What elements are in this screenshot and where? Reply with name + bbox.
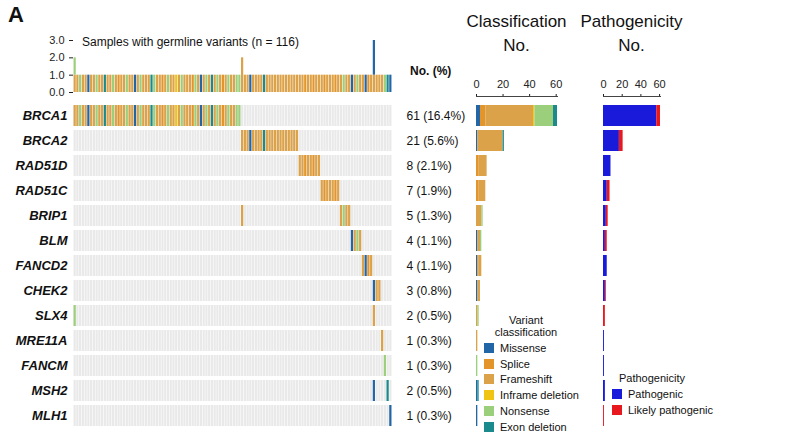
svg-text:21 (5.6%): 21 (5.6%) bbox=[407, 134, 459, 148]
svg-text:BRCA1: BRCA1 bbox=[23, 108, 68, 123]
svg-text:60: 60 bbox=[653, 78, 665, 90]
svg-text:MLH1: MLH1 bbox=[32, 408, 67, 423]
html-text:Pathogenicity: Pathogenicity bbox=[619, 372, 685, 384]
html-text:Splice: Splice bbox=[500, 357, 530, 370]
html-text:Likely pathogenic: Likely pathogenic bbox=[628, 403, 713, 416]
svg-text:20: 20 bbox=[497, 78, 509, 90]
svg-text:5 (1.3%): 5 (1.3%) bbox=[407, 209, 452, 223]
svg-text:8 (2.1%): 8 (2.1%) bbox=[407, 159, 452, 173]
svg-text:20: 20 bbox=[616, 78, 628, 90]
html-text:Missense: Missense bbox=[500, 342, 547, 354]
svg-text:MRE11A: MRE11A bbox=[16, 333, 68, 348]
svg-text:2 (0.5%): 2 (0.5%) bbox=[407, 384, 452, 398]
svg-text:SLX4: SLX4 bbox=[35, 308, 68, 323]
svg-text:FANCD2: FANCD2 bbox=[15, 258, 68, 273]
svg-text:61 (16.4%): 61 (16.4%) bbox=[407, 109, 466, 123]
html-text:Pathogenic: Pathogenic bbox=[628, 388, 683, 400]
svg-text:1 (0.3%): 1 (0.3%) bbox=[407, 359, 452, 373]
svg-text:40: 40 bbox=[523, 78, 535, 90]
svg-text:60: 60 bbox=[550, 78, 562, 90]
svg-text:1 (0.3%): 1 (0.3%) bbox=[407, 334, 452, 348]
svg-text:7 (1.9%): 7 (1.9%) bbox=[407, 184, 452, 198]
svg-text:RAD51D: RAD51D bbox=[15, 158, 68, 173]
svg-text:4 (1.1%): 4 (1.1%) bbox=[407, 234, 452, 248]
svg-text:CHEK2: CHEK2 bbox=[23, 283, 68, 298]
html-text:Exon deletion: Exon deletion bbox=[500, 420, 567, 433]
svg-text:0.0: 0.0 bbox=[49, 86, 64, 98]
svg-text:RAD51C: RAD51C bbox=[15, 183, 68, 198]
svg-text:BLM: BLM bbox=[39, 233, 68, 248]
svg-text:4 (1.1%): 4 (1.1%) bbox=[407, 259, 452, 273]
svg-text:MSH2: MSH2 bbox=[31, 383, 68, 398]
html-text:Inframe deletion: Inframe deletion bbox=[500, 389, 579, 402]
html-text:No. (%): No. (%) bbox=[410, 64, 452, 78]
svg-text:3 (0.8%): 3 (0.8%) bbox=[407, 284, 452, 298]
html-text:Frameshift: Frameshift bbox=[500, 373, 552, 386]
svg-text:1 (0.3%): 1 (0.3%) bbox=[407, 409, 452, 423]
svg-text:40: 40 bbox=[635, 78, 647, 90]
svg-text:0: 0 bbox=[600, 78, 606, 90]
svg-text:1.0: 1.0 bbox=[49, 69, 64, 81]
html-text:A: A bbox=[8, 2, 24, 27]
svg-text:2.0: 2.0 bbox=[49, 51, 64, 63]
html-text:Nonsense: Nonsense bbox=[500, 404, 550, 417]
svg-text:BRCA2: BRCA2 bbox=[23, 133, 69, 148]
html-text:Pathogenicity: Pathogenicity bbox=[580, 12, 683, 31]
html-text:Variant classification: Variant classification bbox=[494, 314, 558, 338]
svg-text:0: 0 bbox=[473, 78, 479, 90]
html-text:Samples with germline variants: Samples with germline variants (n = 116) bbox=[82, 35, 299, 49]
svg-text:FANCM: FANCM bbox=[21, 358, 68, 373]
svg-text:BRIP1: BRIP1 bbox=[29, 208, 67, 223]
html-text:No.: No. bbox=[618, 36, 645, 55]
html-text:No.: No. bbox=[503, 36, 530, 55]
html-text:Classification: Classification bbox=[466, 12, 567, 31]
svg-text:3.0: 3.0 bbox=[49, 34, 64, 46]
svg-text:2 (0.5%): 2 (0.5%) bbox=[407, 309, 452, 323]
